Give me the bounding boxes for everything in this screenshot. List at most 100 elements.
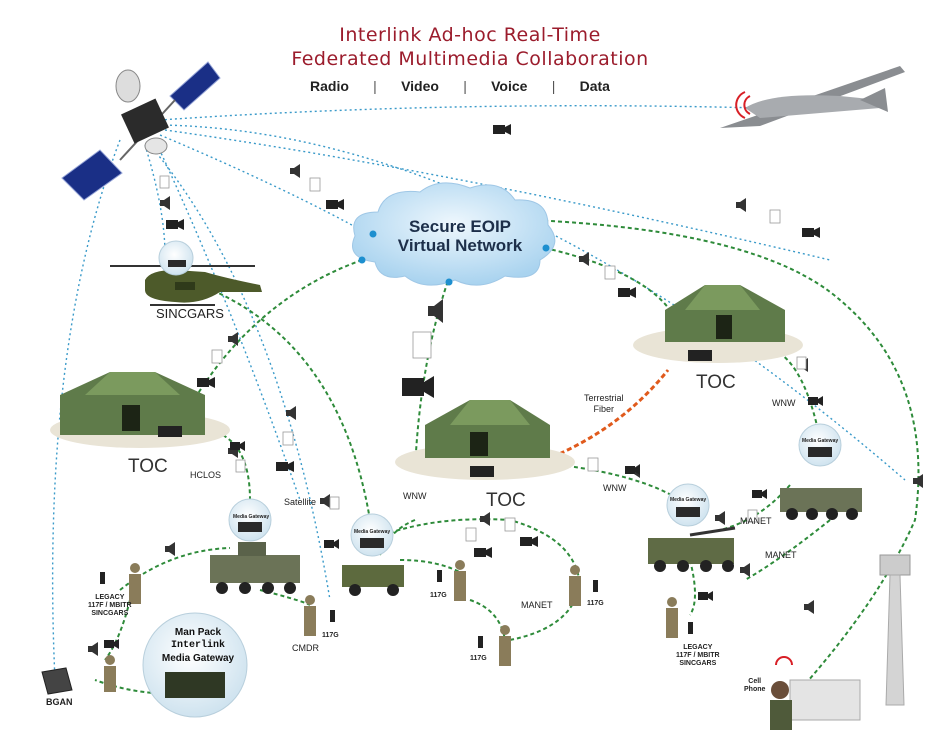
document-icon <box>747 509 758 523</box>
media-type-voice: Voice <box>491 78 528 94</box>
wnw-label-center: WNW <box>403 491 427 501</box>
fiber-text: Fiber <box>593 404 615 414</box>
soldier <box>104 655 116 692</box>
humvee <box>342 565 404 596</box>
document-icon <box>329 496 340 510</box>
gateway-caption: Media Gateway <box>670 497 707 503</box>
video-camera-icon <box>618 287 636 298</box>
cell-line-1: Cell <box>748 678 762 685</box>
secure-eoip-cloud <box>352 182 556 286</box>
wnw-label-right: WNW <box>603 483 627 493</box>
speaker-icon <box>320 494 330 508</box>
manpack-line-3: Media Gateway <box>161 653 235 664</box>
speaker-icon <box>286 406 296 420</box>
video-camera-icon <box>698 591 713 601</box>
legacy-line-2: 117F / MBITR <box>676 652 720 659</box>
toc-label-left: TOC <box>128 456 168 477</box>
soldier <box>129 563 141 604</box>
video-camera-icon <box>230 441 245 451</box>
document-icon <box>235 459 246 473</box>
manet-label-2: MANET <box>765 550 797 560</box>
video-camera-icon <box>493 124 511 135</box>
video-camera-icon <box>474 547 492 558</box>
document-icon <box>282 431 294 446</box>
cell-phone-label: Cell Phone <box>744 678 765 694</box>
manpack-line-2: Interlink <box>170 640 225 651</box>
gateway-bubble-humvee <box>350 513 394 557</box>
speaker-icon <box>740 563 750 577</box>
document-icon <box>412 331 432 359</box>
gateway-bubble-stryker <box>798 423 842 467</box>
toc-tent-right <box>633 285 803 363</box>
video-camera-icon <box>520 536 538 547</box>
handheld-radio-icon <box>478 636 483 648</box>
radio-117g-label-cmdr: 117G <box>322 632 339 639</box>
speaker-icon <box>736 198 746 212</box>
handheld-radio-icon <box>688 622 693 634</box>
helicopter <box>110 265 262 306</box>
radio-117g-label-1: 117G <box>430 592 447 599</box>
sincgars-label: SINCGARS <box>156 306 224 321</box>
diagram-title-line-2: Federated Multimedia Collaboration <box>291 48 649 70</box>
video-camera-icon <box>326 199 344 210</box>
video-camera-icon <box>166 219 184 230</box>
speaker-icon <box>290 164 300 178</box>
soldier <box>569 565 581 606</box>
gateway-caption: Media Gateway <box>354 529 391 535</box>
terrestrial-text: Terrestrial <box>584 393 624 403</box>
handheld-radio-icon <box>593 580 598 592</box>
video-camera-icon <box>402 376 434 398</box>
soldier <box>454 560 466 601</box>
document-icon <box>211 349 223 364</box>
bgan-terminal <box>41 667 73 695</box>
document-icon <box>769 209 781 224</box>
legacy-radio-label-right: LEGACY 117F / MBITR SINCGARS <box>676 644 720 668</box>
toc-label-center: TOC <box>486 490 526 511</box>
toc-label-right: TOC <box>696 372 736 393</box>
document-icon <box>309 177 321 192</box>
document-icon <box>796 356 807 370</box>
cloud-label-line-1: Secure EOIP <box>408 217 512 236</box>
legacy-line-3: SINCGARS <box>91 610 129 617</box>
wnw-label-far-right: WNW <box>772 398 796 408</box>
radio-117g-label-3: 117G <box>470 655 487 662</box>
media-type-data: Data <box>579 78 610 94</box>
legacy-line-1: LEGACY <box>95 594 125 601</box>
diagram-title-line-1: Interlink Ad-hoc Real-Time <box>339 24 601 46</box>
bgan-label: BGAN <box>46 697 73 707</box>
speaker-icon <box>165 542 175 556</box>
soldier <box>499 625 511 666</box>
civilian-vehicle <box>770 656 861 730</box>
speaker-icon <box>715 511 725 525</box>
gateway-caption: Media Gateway <box>233 514 270 520</box>
separator: | <box>463 78 467 94</box>
cloud-label: Secure EOIP Virtual Network <box>378 217 542 255</box>
speaker-icon <box>913 474 923 488</box>
toc-tent-left <box>50 372 230 448</box>
media-type-video: Video <box>401 78 439 94</box>
soldier <box>666 597 678 638</box>
stryker-vehicle-far-right <box>780 488 862 520</box>
speaker-icon <box>88 642 98 656</box>
manpack-gateway-label: Man Pack Interlink Media Gateway <box>150 626 246 665</box>
separator: | <box>373 78 377 94</box>
speaker-icon <box>579 252 589 266</box>
handheld-radio-icon <box>330 610 335 622</box>
video-camera-icon <box>324 539 339 549</box>
stryker-vehicle-right <box>648 526 736 572</box>
document-icon <box>504 517 516 532</box>
cloud-label-line-2: Virtual Network <box>397 236 523 255</box>
video-camera-icon <box>625 465 640 475</box>
radio-117g-label-2: 117G <box>587 600 604 607</box>
cell-line-2: Phone <box>744 686 766 693</box>
speaker-icon <box>804 600 814 614</box>
video-camera-icon <box>276 461 294 472</box>
legacy-line-1: LEGACY <box>683 644 713 651</box>
stryker-vehicle-left <box>210 542 300 594</box>
handheld-radio-icon <box>437 570 442 582</box>
manpack-line-1: Man Pack <box>174 627 222 638</box>
document-icon <box>604 265 616 280</box>
soldier <box>304 595 316 636</box>
